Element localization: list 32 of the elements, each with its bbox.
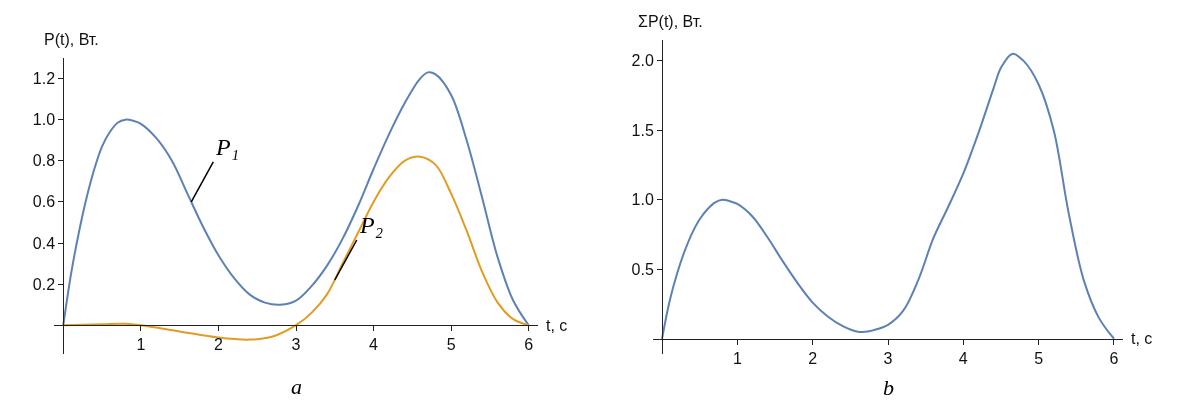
y-tick-label: 0.4 xyxy=(32,234,56,252)
x-tick-label: 1 xyxy=(136,336,146,354)
x-axis-title: t, c xyxy=(546,317,568,334)
line-series xyxy=(661,52,1115,340)
y-tick-label: 1.2 xyxy=(32,70,56,88)
line-series xyxy=(62,71,530,327)
x-tick-label: 6 xyxy=(524,336,534,354)
x-tick-label: 2 xyxy=(808,349,818,367)
x-tick-label: 4 xyxy=(958,349,968,367)
x-tick-label: 2 xyxy=(213,336,223,354)
y-tick-label: 0.8 xyxy=(32,152,56,170)
text: a xyxy=(291,374,302,399)
annotation: P₂ xyxy=(359,212,384,238)
x-tick-label: 6 xyxy=(1109,349,1119,367)
y-tick-label: 0.2 xyxy=(32,275,56,293)
x-tick-label: 4 xyxy=(369,336,379,354)
y-axis-title: P(t), Вт. xyxy=(44,31,99,48)
annotation: P₁ xyxy=(215,134,240,160)
text: b xyxy=(883,375,894,400)
x-axis-title: t, c xyxy=(1131,330,1153,347)
x-tick-label: 5 xyxy=(446,336,456,354)
x-tick-label: 1 xyxy=(732,349,742,367)
y-tick-label: 1.0 xyxy=(631,191,654,209)
x-tick-label: 3 xyxy=(883,349,893,367)
y-tick-label: 2.0 xyxy=(631,52,654,70)
y-tick-label: 1.0 xyxy=(32,111,56,129)
y-tick-label: 1.5 xyxy=(631,121,654,139)
y-axis-title: ΣP(t), Вт. xyxy=(638,13,703,30)
x-tick-label: 3 xyxy=(291,336,301,354)
x-tick-label: 5 xyxy=(1034,349,1044,367)
y-tick-label: 0.5 xyxy=(631,260,654,278)
y-tick-label: 0.6 xyxy=(32,193,56,211)
